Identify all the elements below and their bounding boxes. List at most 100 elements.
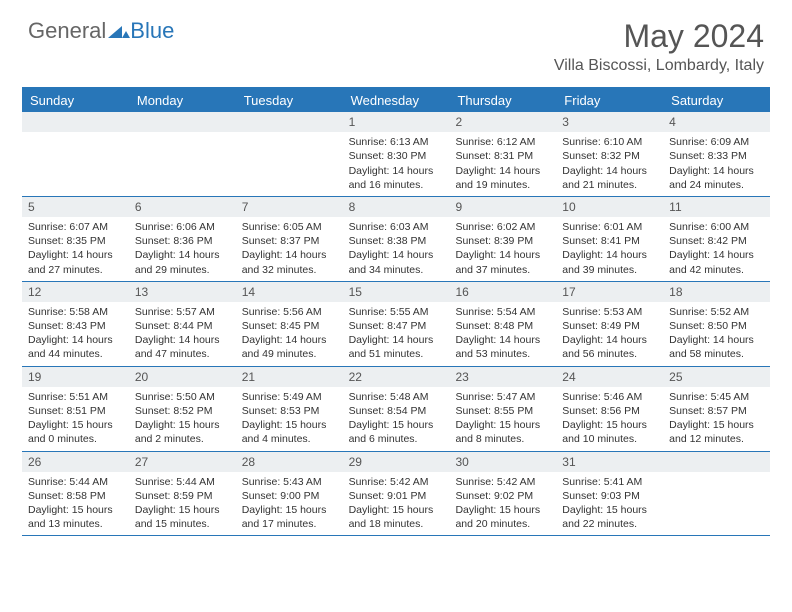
day-cell: 11 Sunrise: 6:00 AMSunset: 8:42 PMDayligh…: [663, 197, 770, 281]
day-number: 5: [22, 197, 129, 217]
day-number: 29: [343, 452, 450, 472]
day-number: 24: [556, 367, 663, 387]
day-info: Sunrise: 6:09 AMSunset: 8:33 PMDaylight:…: [667, 135, 766, 192]
dow-saturday: Saturday: [663, 89, 770, 112]
day-cell: 18 Sunrise: 5:52 AMSunset: 8:50 PMDayligh…: [663, 282, 770, 366]
day-info: Sunrise: 6:03 AMSunset: 8:38 PMDaylight:…: [347, 220, 446, 277]
day-cell: 19 Sunrise: 5:51 AMSunset: 8:51 PMDayligh…: [22, 367, 129, 451]
day-info: Sunrise: 5:54 AMSunset: 8:48 PMDaylight:…: [453, 305, 552, 362]
day-info: Sunrise: 5:42 AMSunset: 9:01 PMDaylight:…: [347, 475, 446, 532]
logo: General Blue: [28, 18, 174, 44]
day-cell: 2Sunrise: 6:12 AMSunset: 8:31 PMDaylight…: [449, 112, 556, 196]
week-row: 12 Sunrise: 5:58 AMSunset: 8:43 PMDayligh…: [22, 282, 770, 367]
logo-text-2: Blue: [130, 18, 174, 44]
day-info: Sunrise: 5:46 AMSunset: 8:56 PMDaylight:…: [560, 390, 659, 447]
dow-tuesday: Tuesday: [236, 89, 343, 112]
day-number: 3: [556, 112, 663, 132]
day-info: Sunrise: 6:02 AMSunset: 8:39 PMDaylight:…: [453, 220, 552, 277]
day-cell: 6Sunrise: 6:06 AMSunset: 8:36 PMDaylight…: [129, 197, 236, 281]
day-info: Sunrise: 6:12 AMSunset: 8:31 PMDaylight:…: [453, 135, 552, 192]
day-info: Sunrise: 5:49 AMSunset: 8:53 PMDaylight:…: [240, 390, 339, 447]
day-cell: 28Sunrise: 5:43 AMSunset: 9:00 PMDayligh…: [236, 452, 343, 536]
day-cell: 20Sunrise: 5:50 AMSunset: 8:52 PMDayligh…: [129, 367, 236, 451]
day-number: 13: [129, 282, 236, 302]
day-info: Sunrise: 5:51 AMSunset: 8:51 PMDaylight:…: [26, 390, 125, 447]
dow-friday: Friday: [556, 89, 663, 112]
day-number: 14: [236, 282, 343, 302]
day-number: [22, 112, 129, 132]
day-cell: 12 Sunrise: 5:58 AMSunset: 8:43 PMDayligh…: [22, 282, 129, 366]
day-cell: [129, 112, 236, 196]
day-number: 4: [663, 112, 770, 132]
day-cell: 29 Sunrise: 5:42 AMSunset: 9:01 PMDayligh…: [343, 452, 450, 536]
day-info: Sunrise: 6:00 AMSunset: 8:42 PMDaylight:…: [667, 220, 766, 277]
day-number: 31: [556, 452, 663, 472]
day-cell: 17 Sunrise: 5:53 AMSunset: 8:49 PMDayligh…: [556, 282, 663, 366]
day-number: 19: [22, 367, 129, 387]
day-number: 18: [663, 282, 770, 302]
day-info: Sunrise: 6:07 AMSunset: 8:35 PMDaylight:…: [26, 220, 125, 277]
day-info: Sunrise: 5:45 AMSunset: 8:57 PMDaylight:…: [667, 390, 766, 447]
day-cell: 14 Sunrise: 5:56 AMSunset: 8:45 PMDayligh…: [236, 282, 343, 366]
day-number: 28: [236, 452, 343, 472]
week-row: 19 Sunrise: 5:51 AMSunset: 8:51 PMDayligh…: [22, 367, 770, 452]
day-number: 11: [663, 197, 770, 217]
dow-wednesday: Wednesday: [343, 89, 450, 112]
day-number: 21: [236, 367, 343, 387]
day-number: 1: [343, 112, 450, 132]
day-info: Sunrise: 5:47 AMSunset: 8:55 PMDaylight:…: [453, 390, 552, 447]
day-info: Sunrise: 5:52 AMSunset: 8:50 PMDaylight:…: [667, 305, 766, 362]
day-cell: 8 Sunrise: 6:03 AMSunset: 8:38 PMDaylight…: [343, 197, 450, 281]
day-number: 16: [449, 282, 556, 302]
day-info: Sunrise: 6:05 AMSunset: 8:37 PMDaylight:…: [240, 220, 339, 277]
dow-sunday: Sunday: [22, 89, 129, 112]
day-info: Sunrise: 5:48 AMSunset: 8:54 PMDaylight:…: [347, 390, 446, 447]
dow-thursday: Thursday: [449, 89, 556, 112]
day-info: Sunrise: 6:01 AMSunset: 8:41 PMDaylight:…: [560, 220, 659, 277]
title-block: May 2024 Villa Biscossi, Lombardy, Italy: [554, 18, 764, 75]
day-number: [663, 452, 770, 472]
day-number: 27: [129, 452, 236, 472]
dow-row: SundayMondayTuesdayWednesdayThursdayFrid…: [22, 89, 770, 112]
day-cell: 9 Sunrise: 6:02 AMSunset: 8:39 PMDaylight…: [449, 197, 556, 281]
day-cell: 30 Sunrise: 5:42 AMSunset: 9:02 PMDayligh…: [449, 452, 556, 536]
day-info: Sunrise: 5:56 AMSunset: 8:45 PMDaylight:…: [240, 305, 339, 362]
day-number: [129, 112, 236, 132]
day-info: Sunrise: 5:53 AMSunset: 8:49 PMDaylight:…: [560, 305, 659, 362]
logo-icon: [108, 18, 130, 44]
day-cell: 22 Sunrise: 5:48 AMSunset: 8:54 PMDayligh…: [343, 367, 450, 451]
day-cell: 23Sunrise: 5:47 AMSunset: 8:55 PMDayligh…: [449, 367, 556, 451]
day-info: Sunrise: 5:42 AMSunset: 9:02 PMDaylight:…: [453, 475, 552, 532]
day-cell: [236, 112, 343, 196]
day-number: 8: [343, 197, 450, 217]
day-number: 22: [343, 367, 450, 387]
day-cell: [663, 452, 770, 536]
day-cell: 24 Sunrise: 5:46 AMSunset: 8:56 PMDayligh…: [556, 367, 663, 451]
day-number: [236, 112, 343, 132]
day-number: 30: [449, 452, 556, 472]
day-number: 12: [22, 282, 129, 302]
day-cell: 10Sunrise: 6:01 AMSunset: 8:41 PMDayligh…: [556, 197, 663, 281]
header: General Blue May 2024 Villa Biscossi, Lo…: [0, 0, 792, 81]
day-number: 15: [343, 282, 450, 302]
day-info: Sunrise: 5:41 AMSunset: 9:03 PMDaylight:…: [560, 475, 659, 532]
day-cell: 31 Sunrise: 5:41 AMSunset: 9:03 PMDayligh…: [556, 452, 663, 536]
day-cell: [22, 112, 129, 196]
day-info: Sunrise: 6:06 AMSunset: 8:36 PMDaylight:…: [133, 220, 232, 277]
day-number: 26: [22, 452, 129, 472]
day-info: Sunrise: 6:10 AMSunset: 8:32 PMDaylight:…: [560, 135, 659, 192]
day-number: 7: [236, 197, 343, 217]
day-info: Sunrise: 5:55 AMSunset: 8:47 PMDaylight:…: [347, 305, 446, 362]
dow-monday: Monday: [129, 89, 236, 112]
day-info: Sunrise: 5:44 AMSunset: 8:58 PMDaylight:…: [26, 475, 125, 532]
day-cell: 1 Sunrise: 6:13 AMSunset: 8:30 PMDaylight…: [343, 112, 450, 196]
day-cell: 21 Sunrise: 5:49 AMSunset: 8:53 PMDayligh…: [236, 367, 343, 451]
day-number: 17: [556, 282, 663, 302]
day-info: Sunrise: 5:44 AMSunset: 8:59 PMDaylight:…: [133, 475, 232, 532]
day-info: Sunrise: 5:58 AMSunset: 8:43 PMDaylight:…: [26, 305, 125, 362]
day-cell: 15 Sunrise: 5:55 AMSunset: 8:47 PMDayligh…: [343, 282, 450, 366]
day-number: 25: [663, 367, 770, 387]
day-number: 9: [449, 197, 556, 217]
day-info: Sunrise: 6:13 AMSunset: 8:30 PMDaylight:…: [347, 135, 446, 192]
day-cell: 7 Sunrise: 6:05 AMSunset: 8:37 PMDaylight…: [236, 197, 343, 281]
